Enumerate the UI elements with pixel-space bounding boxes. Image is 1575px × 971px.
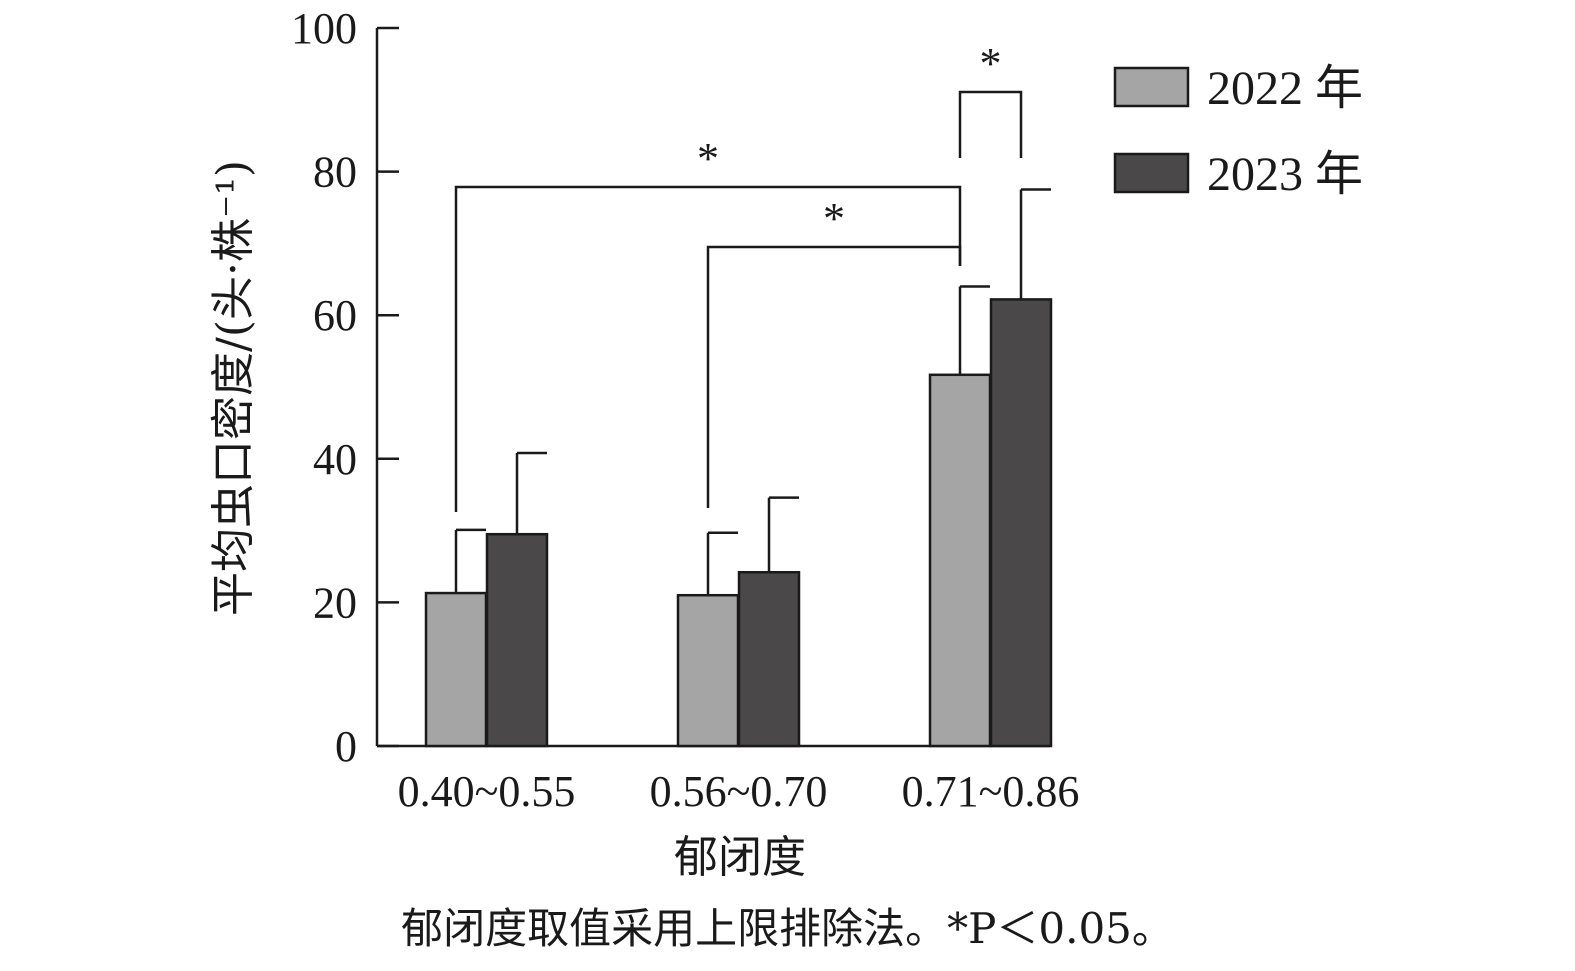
axes: 0 20 40 60 80 100 0.40~0.55 0.56~0.70 0.71~0.86: [291, 4, 1079, 816]
bar: [928, 373, 992, 748]
legend: 2022 年 2023 年: [1113, 62, 1363, 201]
x-axis-title: 郁闭度: [674, 832, 806, 883]
y-tick-label: 100: [291, 4, 357, 53]
legend-label: 2022 年: [1207, 62, 1363, 115]
error-bars: [454, 188, 1051, 596]
x-tick-label: 0.71~0.86: [902, 767, 1080, 816]
bar: [737, 570, 801, 748]
y-tick-label: 60: [313, 291, 357, 340]
figure-note: 郁闭度取值采用上限排除法。*P＜0.05。: [401, 904, 1174, 953]
bar: [676, 593, 740, 748]
legend-label: 2023 年: [1207, 148, 1363, 201]
y-tick-label: 20: [313, 578, 357, 627]
significance-star: *: [823, 194, 845, 243]
significance-star: *: [980, 39, 1002, 88]
y-axis-title: 平均虫口密度/(头·株⁻¹): [208, 160, 259, 616]
significance-bracket: [706, 245, 962, 508]
bars: [424, 298, 1053, 748]
bar: [424, 591, 488, 748]
legend-swatch: [1113, 152, 1190, 194]
y-tick-label: 0: [335, 722, 357, 771]
bar: [485, 532, 549, 748]
significance-bracket: [454, 185, 962, 512]
significance-star: *: [697, 134, 719, 183]
x-tick-label: 0.40~0.55: [398, 767, 576, 816]
y-tick-label: 40: [313, 435, 357, 484]
legend-swatch: [1113, 66, 1190, 108]
bar: [989, 298, 1053, 748]
significance-brackets: * * *: [454, 39, 1023, 512]
x-tick-label: 0.56~0.70: [650, 767, 828, 816]
significance-bracket: [958, 90, 1023, 158]
y-tick-label: 80: [313, 148, 357, 197]
